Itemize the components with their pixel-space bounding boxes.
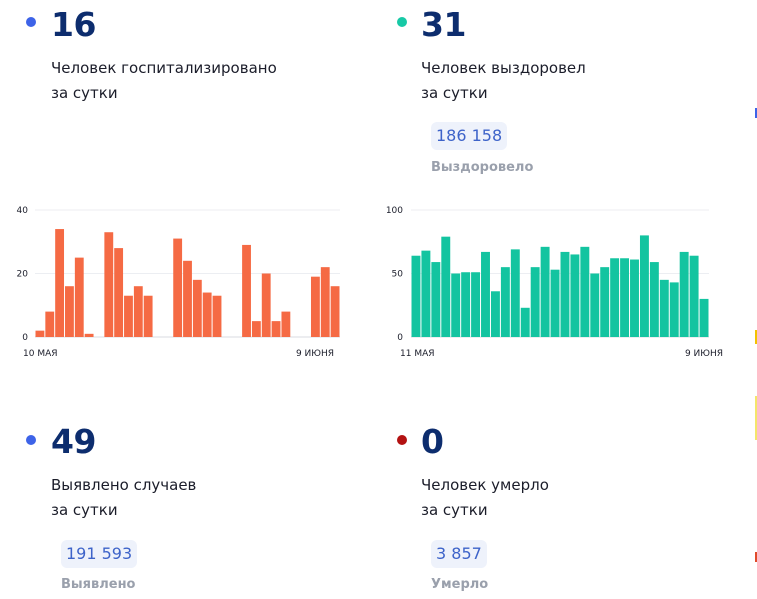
bar (540, 246, 550, 337)
hospitalized-label: Человек госпитализировано за сутки (51, 56, 277, 106)
bar (570, 254, 580, 337)
bar (620, 258, 630, 337)
bar (271, 321, 281, 337)
bar (530, 267, 540, 337)
bar (251, 321, 261, 337)
hospitalized-chart: 0 20 40 10 МАЯ 9 ИЮНЯ (17, 206, 340, 359)
x-end-label: 9 ИЮНЯ (685, 349, 723, 359)
bar (84, 333, 94, 337)
bar (124, 295, 133, 337)
bar (630, 259, 639, 337)
bar (669, 282, 679, 337)
bar (281, 311, 291, 337)
deaths-label: Человек умерло за сутки (421, 473, 549, 523)
bar (242, 244, 251, 337)
cases-total: 191 593 (61, 540, 138, 568)
bar (679, 251, 689, 337)
deaths-label-line2: за сутки (421, 501, 488, 519)
y-tick-label: 0 (22, 333, 28, 343)
bar (310, 276, 320, 337)
bar (481, 251, 490, 337)
cases-label: Выявлено случаев за сутки (51, 473, 196, 523)
recovered-value: 31 (421, 5, 466, 44)
x-end-label: 9 ИЮНЯ (296, 349, 334, 359)
bar (45, 311, 55, 337)
bar (192, 279, 202, 337)
hospitalized-label-line1: Человек госпитализировано (51, 59, 277, 77)
bar (580, 246, 590, 337)
edge-mark-red (755, 552, 757, 562)
edge-mark-yellow-2 (755, 396, 757, 440)
recovered-chart: 0 50 100 11 МАЯ 9 ИЮНЯ (386, 206, 723, 359)
bar (699, 298, 709, 337)
deaths-total-caption: Умерло (431, 577, 489, 592)
bar (431, 262, 441, 337)
deaths-dot (397, 435, 407, 445)
deaths-value: 0 (421, 422, 444, 461)
bar (550, 269, 560, 337)
y-tick-label: 100 (386, 206, 403, 216)
bar (143, 295, 153, 337)
cases-label-line1: Выявлено случаев (51, 476, 197, 494)
bar (261, 273, 271, 337)
hospitalized-value: 16 (51, 5, 96, 44)
bar (133, 286, 143, 337)
hospitalized-label-line2: за сутки (51, 84, 118, 102)
bar (202, 292, 212, 337)
bar (649, 262, 659, 337)
bar (183, 260, 192, 337)
bar (560, 251, 570, 337)
bar (65, 286, 74, 337)
bar (330, 286, 340, 337)
bar (639, 235, 649, 337)
y-tick-label: 50 (392, 270, 404, 280)
bar (520, 307, 530, 337)
bar (659, 279, 669, 337)
deaths-label-line1: Человек умерло (421, 476, 549, 494)
recovered-label-line1: Человек выздоровел (421, 59, 586, 77)
bar (441, 236, 451, 337)
y-tick-label: 20 (17, 270, 29, 280)
bar (74, 257, 84, 337)
recovered-dot (397, 17, 407, 27)
bar (421, 250, 431, 337)
bar (104, 232, 114, 337)
bar (55, 229, 65, 337)
recovered-label-line2: за сутки (421, 84, 488, 102)
x-start-label: 10 МАЯ (23, 349, 58, 359)
hospitalized-dot (26, 17, 36, 27)
bar (471, 272, 481, 337)
bar (35, 330, 45, 337)
bar (114, 248, 124, 337)
bar (510, 249, 520, 337)
x-start-label: 11 МАЯ (400, 349, 435, 359)
y-tick-label: 40 (17, 206, 29, 216)
edge-mark-yellow (755, 330, 757, 344)
bar (411, 255, 421, 337)
recovered-label: Человек выздоровел за сутки (421, 56, 586, 106)
bar (320, 267, 330, 337)
bar (490, 291, 500, 337)
cases-value: 49 (51, 422, 96, 461)
bar (173, 238, 183, 337)
recovered-total: 186 158 (431, 122, 508, 150)
cases-label-line2: за сутки (51, 501, 118, 519)
deaths-total: 3 857 (431, 540, 487, 568)
bar (451, 273, 461, 337)
bar (212, 295, 222, 337)
y-tick-label: 0 (397, 333, 403, 343)
cases-total-caption: Выявлено (61, 577, 136, 592)
edge-mark-blue (755, 108, 757, 118)
bar (500, 267, 510, 337)
bar (590, 273, 600, 337)
recovered-total-caption: Выздоровело (431, 160, 534, 175)
bar (600, 267, 610, 337)
cases-dot (26, 435, 36, 445)
bar (610, 258, 620, 337)
bar (461, 272, 471, 337)
bar (689, 255, 699, 337)
